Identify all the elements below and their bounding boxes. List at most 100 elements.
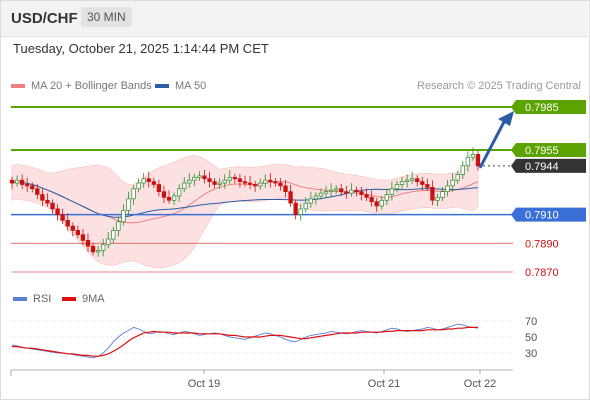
candle-body xyxy=(156,184,162,193)
level-label-0.7944: 0.7944 xyxy=(525,161,559,173)
candle-body xyxy=(131,188,136,200)
x-tick-label: Oct 21 xyxy=(368,378,400,390)
forecast-arrow-head xyxy=(498,111,514,126)
candle-body xyxy=(40,194,45,201)
credit-text: Research © 2025 Trading Central xyxy=(416,80,581,92)
ma50-line xyxy=(11,181,479,218)
level-pointer-0.7985 xyxy=(511,100,516,114)
candle-body xyxy=(95,250,101,253)
timeframe-badge[interactable]: 30 MIN xyxy=(81,7,132,27)
candle-body xyxy=(450,179,455,187)
candle-body xyxy=(460,165,465,175)
candle-body xyxy=(364,194,369,198)
candle-body xyxy=(298,208,303,215)
bollinger-band xyxy=(11,155,479,269)
level-label-0.7910: 0.7910 xyxy=(525,210,559,222)
legend-rsi-label: RSI xyxy=(33,293,52,305)
candle-body xyxy=(349,189,354,194)
candle-body xyxy=(171,195,177,201)
candle-body xyxy=(303,202,308,210)
candle-body xyxy=(425,184,430,188)
candle-body xyxy=(354,189,359,193)
candle-body xyxy=(177,188,182,197)
level-box-0.7944 xyxy=(516,158,586,173)
candle-body xyxy=(151,181,156,185)
candle-body xyxy=(435,197,440,201)
candle-body xyxy=(475,153,481,167)
candle-body xyxy=(374,201,379,207)
candle-body xyxy=(192,176,197,181)
candle-body xyxy=(273,181,278,184)
candle-body xyxy=(445,185,450,193)
x-tick-label: Oct 19 xyxy=(188,378,220,390)
candle-body xyxy=(111,230,116,240)
candle-body xyxy=(166,197,172,201)
candle-body xyxy=(9,179,15,184)
candle-body xyxy=(141,178,146,184)
candle-body xyxy=(207,178,212,182)
candle-body xyxy=(399,181,405,185)
candle-body xyxy=(247,182,253,185)
candle-body xyxy=(202,175,207,180)
candle-body xyxy=(455,174,460,181)
candle-body xyxy=(252,184,258,187)
candle-body xyxy=(339,188,344,193)
candle-body xyxy=(65,219,70,227)
candle-body xyxy=(359,191,364,195)
candle-body xyxy=(415,178,420,182)
candle-body xyxy=(116,221,121,231)
candle-body xyxy=(328,189,334,193)
candle-body xyxy=(30,185,35,190)
candle-body xyxy=(263,179,268,184)
candle-body xyxy=(440,191,445,198)
candle-body xyxy=(182,182,187,190)
level-box-0.7955 xyxy=(516,143,586,158)
level-pointer-0.7910 xyxy=(511,207,516,222)
candle-body xyxy=(80,234,86,241)
candle-body xyxy=(227,176,232,181)
candle-body xyxy=(187,179,192,184)
legend-9ma-label: 9MA xyxy=(82,293,105,305)
candle-body xyxy=(70,225,75,231)
candle-body xyxy=(222,179,227,184)
legend-ma50-label: MA 50 xyxy=(175,80,207,92)
timestamp: Tuesday, October 21, 2025 1:14:44 PM CET xyxy=(13,41,269,56)
candle-body xyxy=(217,182,222,185)
rsi-tick-70: 70 xyxy=(525,316,537,328)
rsi-tick-30: 30 xyxy=(525,348,537,360)
candle-body xyxy=(369,197,374,203)
ma9-swatch xyxy=(62,297,76,301)
ma20-swatch xyxy=(11,84,25,88)
candle-body xyxy=(45,199,50,204)
candle-body xyxy=(242,181,248,184)
candle-body xyxy=(25,184,30,187)
candle-body xyxy=(197,175,202,178)
candle-body xyxy=(323,191,329,194)
candle-body xyxy=(344,191,349,194)
legend-rsi: RSI xyxy=(13,293,51,305)
legend-ma20-label: MA 20 + Bollinger Bands xyxy=(31,80,152,92)
rsi-series-9MA xyxy=(12,326,478,357)
candle-body xyxy=(126,198,131,211)
candle-body xyxy=(85,240,91,247)
candle-body xyxy=(410,178,415,181)
candle-body xyxy=(14,179,20,184)
level-box-0.7985 xyxy=(516,100,586,114)
candle-body xyxy=(161,191,167,198)
candle-body xyxy=(232,176,238,180)
rsi-tick-50: 50 xyxy=(525,332,537,344)
candle-body xyxy=(465,156,471,167)
candle-body xyxy=(379,199,384,207)
level-label-0.7870: 0.7870 xyxy=(525,267,559,279)
candle-body xyxy=(420,181,425,185)
candle-body xyxy=(90,245,96,253)
candle-body xyxy=(60,214,65,221)
level-label-0.7955: 0.7955 xyxy=(525,145,559,157)
candle-body xyxy=(283,185,288,193)
candle-body xyxy=(35,188,40,195)
legend-ma20: MA 20 + Bollinger Bands xyxy=(11,80,152,92)
candle-body xyxy=(75,230,80,236)
candle-body xyxy=(394,184,400,190)
candle-body xyxy=(313,195,319,200)
